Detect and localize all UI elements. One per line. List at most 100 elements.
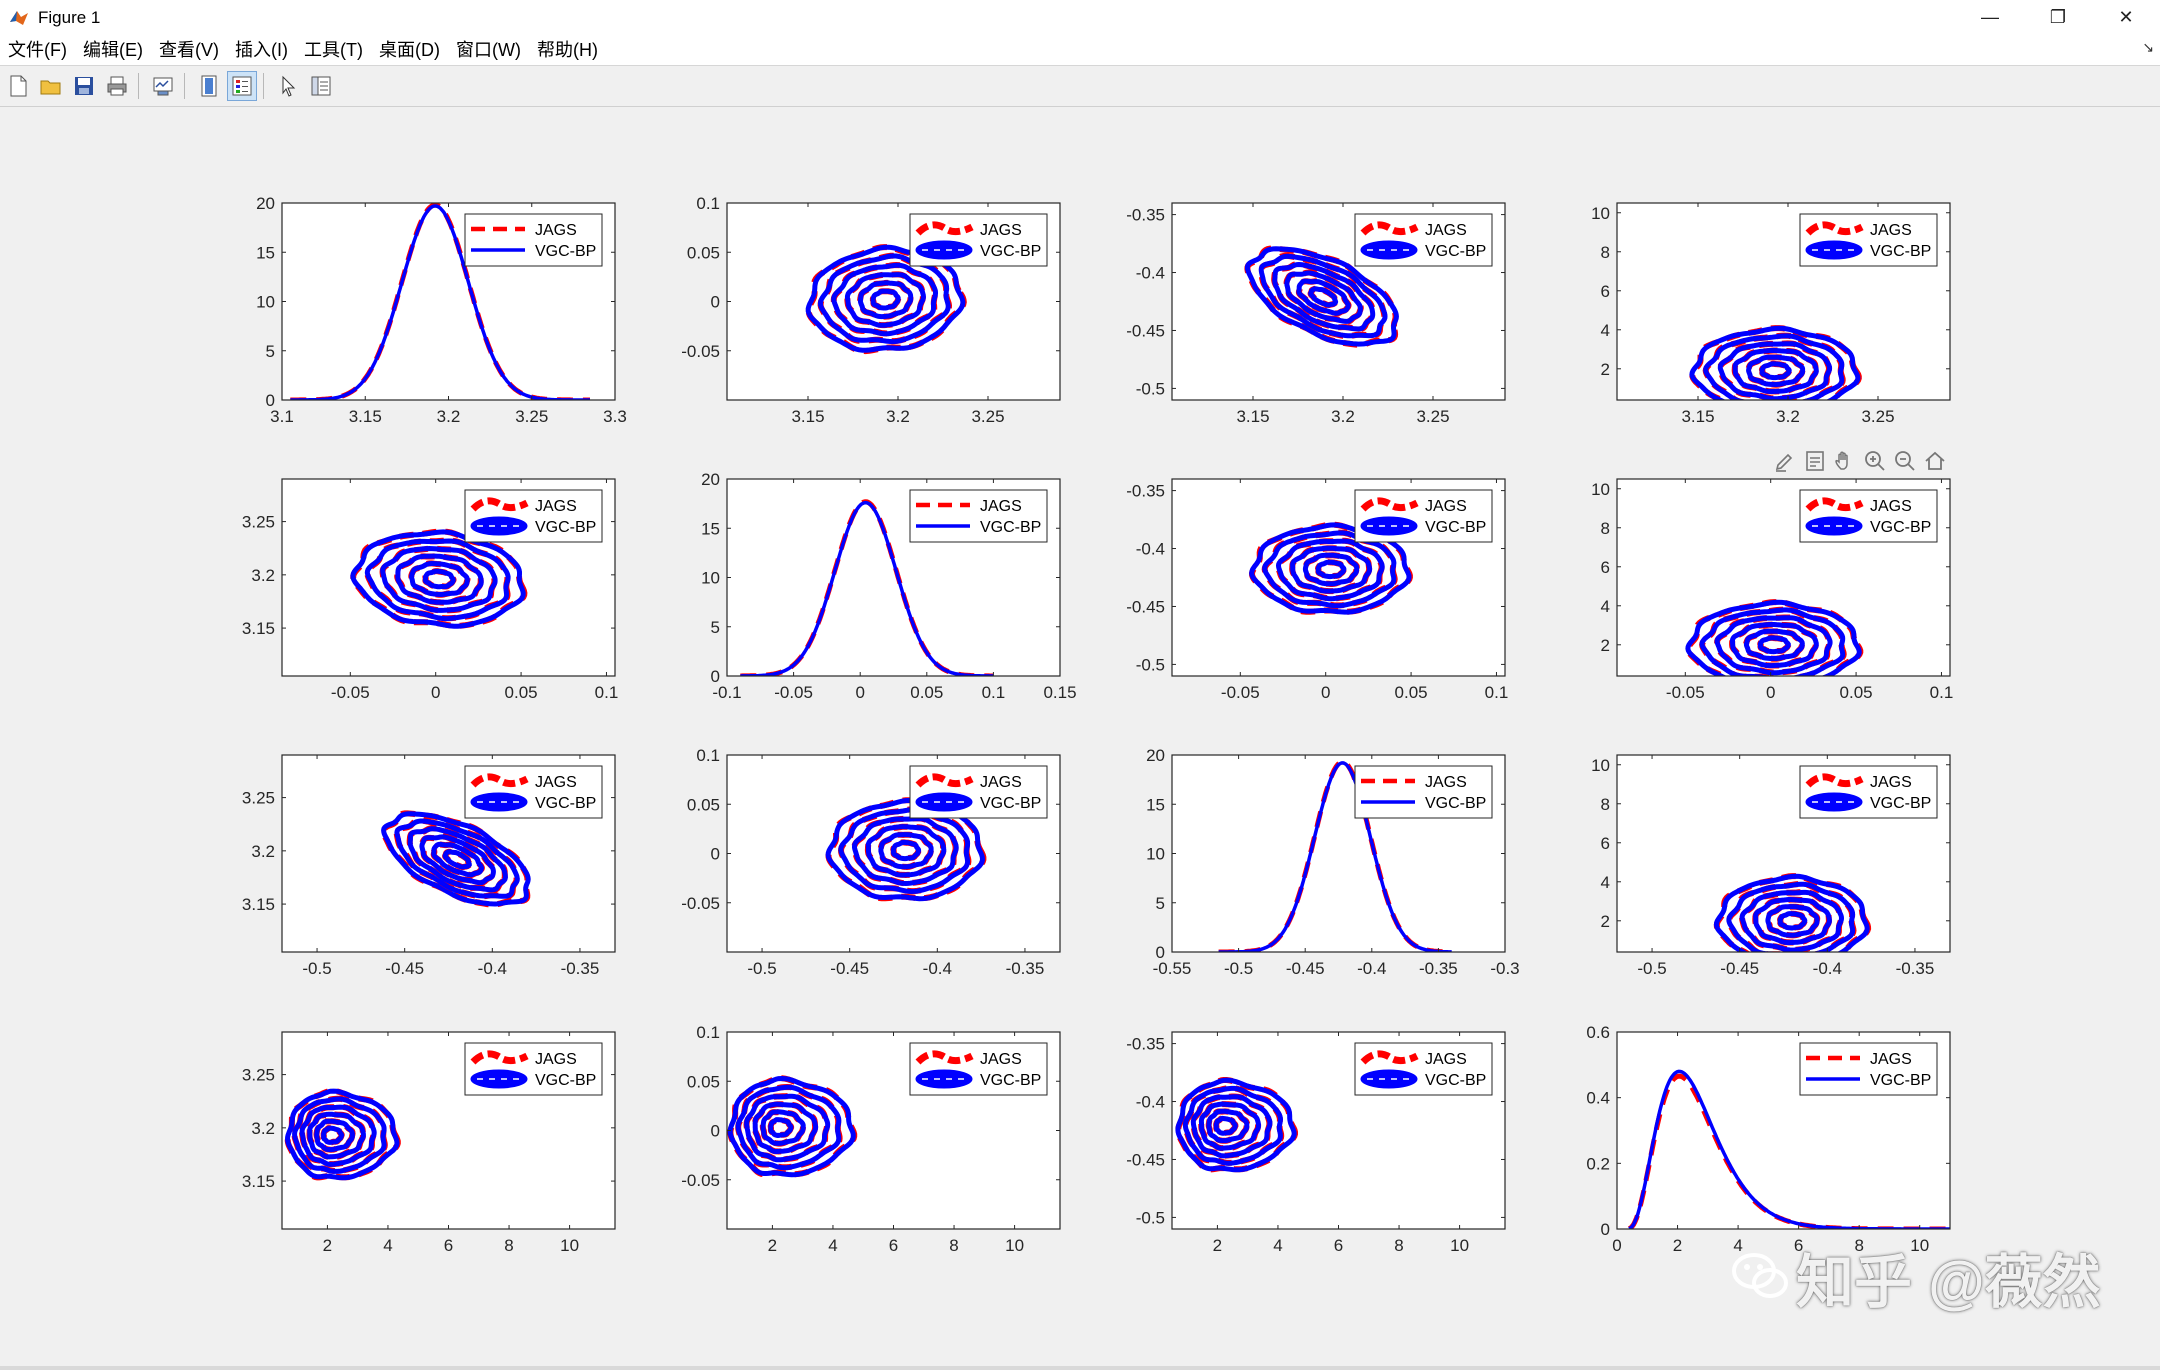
legend: JAGS VGC-BP — [909, 489, 1048, 543]
close-button[interactable]: ✕ — [2118, 7, 2134, 27]
contour-vgc-bp — [380, 545, 498, 613]
open-file-icon[interactable] — [36, 71, 66, 101]
legend-label-vgc-bp: VGC-BP — [1870, 243, 1931, 260]
y-tick-label: 2 — [1601, 636, 1610, 655]
datatip-icon[interactable] — [1802, 448, 1828, 474]
contour-vgc-bp — [1213, 1115, 1238, 1136]
menu-tools[interactable]: 工具(T) — [303, 40, 363, 60]
colorbar-icon[interactable] — [194, 71, 224, 101]
x-tick-label: 4 — [828, 1236, 837, 1255]
legend: JAGS VGC-BP — [1799, 765, 1938, 819]
plot-area — [380, 810, 531, 908]
print-icon[interactable] — [102, 71, 132, 101]
contour-vgc-bp — [878, 832, 934, 870]
legend: JAGS VGC-BP — [909, 1042, 1048, 1096]
x-tick-label: 3.2 — [886, 407, 910, 426]
x-tick-label: 4 — [1733, 1236, 1742, 1255]
menu-window[interactable]: 窗口(W) — [455, 40, 521, 60]
x-tick-label: 0 — [1612, 1236, 1621, 1255]
plot-area — [727, 1075, 858, 1178]
contour-vgc-bp — [1739, 889, 1845, 952]
legend-label-jags: JAGS — [1870, 774, 1912, 791]
menu-help[interactable]: 帮助(H) — [536, 40, 598, 60]
subplot-3-3: -0.55 -0.5 -0.45 -0.4 -0.35 -0.3 0 5 10 15 20 JAGS V… — [1146, 746, 1520, 978]
x-tick-label: -0.05 — [331, 683, 370, 702]
x-tick-label: -0.3 — [1490, 959, 1519, 978]
subplot-4-2: 2 4 6 8 10 -0.05 0 0.05 0.1 JAGS VGC-BP — [681, 1023, 1061, 1255]
x-tick-label: -0.1 — [712, 683, 741, 702]
contour-vgc-bp — [1757, 635, 1791, 655]
menu-file[interactable]: 文件(F) — [8, 40, 67, 60]
contour-vgc-bp — [1290, 545, 1373, 594]
subplot-2-3: -0.05 0 0.05 0.1 -0.35 -0.4 -0.45 -0.5 JAGS VGC-B… — [1126, 478, 1508, 702]
y-tick-label: 10 — [1146, 845, 1165, 864]
menu-insert[interactable]: 插入(I) — [234, 40, 288, 60]
contour-vgc-bp — [292, 1096, 387, 1174]
contour-vgc-bp — [1284, 270, 1363, 324]
contour-vgc-bp — [1714, 615, 1833, 676]
contour-vgc-bp — [1713, 873, 1870, 952]
x-tick-label: 0.1 — [595, 683, 619, 702]
contour-vgc-bp — [1258, 253, 1388, 339]
legend-box — [1354, 765, 1493, 819]
legend-swatch-jags — [915, 1050, 974, 1065]
subplot-4-3: 2 4 6 8 10 -0.35 -0.4 -0.45 -0.5 JAGS VGC-BP — [1126, 1031, 1506, 1255]
pointer-icon[interactable] — [273, 71, 303, 101]
new-figure-icon[interactable] — [3, 71, 33, 101]
legend-icon[interactable] — [227, 71, 257, 101]
y-tick-label: 10 — [1591, 480, 1610, 499]
legend-label-vgc-bp: VGC-BP — [1425, 1072, 1486, 1089]
contour-vgc-bp — [1206, 1108, 1250, 1144]
brush-icon[interactable] — [1772, 448, 1798, 474]
y-tick-label: -0.35 — [1126, 1035, 1165, 1054]
zoom-out-icon[interactable] — [1892, 448, 1918, 474]
legend-swatch-vgc-bp — [1360, 1069, 1418, 1089]
axes-toolbar — [1772, 448, 1948, 474]
legend: JAGS VGC-BP — [464, 1042, 603, 1096]
legend-swatch-jags — [470, 1050, 529, 1065]
menu-view[interactable]: 查看(V) — [158, 40, 219, 60]
property-inspector-icon[interactable] — [306, 71, 336, 101]
title-bar: Figure 1 — ❐ ✕ — [0, 0, 2160, 35]
x-tick-label: 0.05 — [910, 683, 943, 702]
contour-vgc-bp — [727, 1075, 856, 1178]
contour-vgc-bp — [831, 262, 938, 337]
maximize-button[interactable]: ❐ — [2049, 7, 2067, 27]
x-tick-label: 8 — [504, 1236, 513, 1255]
x-tick-label: -0.05 — [774, 683, 813, 702]
x-tick-label: 3.15 — [791, 407, 824, 426]
x-tick-label: -0.45 — [1286, 959, 1325, 978]
menu-edit[interactable]: 编辑(E) — [82, 40, 143, 60]
save-icon[interactable] — [69, 71, 99, 101]
contour-vgc-bp — [760, 1109, 806, 1146]
legend: JAGS VGC-BP — [1354, 213, 1493, 267]
legend-box — [1799, 1042, 1938, 1096]
zoom-in-icon[interactable] — [1862, 448, 1888, 474]
pan-icon[interactable] — [1832, 448, 1858, 474]
y-tick-label: 0.05 — [687, 1072, 720, 1091]
subplot-4-1: 2 4 6 8 10 3.15 3.2 3.25 JAGS VGC-BP — [242, 1031, 616, 1255]
axes-box — [1171, 478, 1506, 677]
contour-vgc-bp — [1746, 354, 1806, 387]
x-tick-label: 0 — [1321, 683, 1330, 702]
legend: JAGS VGC-BP — [464, 765, 603, 819]
link-plot-icon[interactable] — [148, 71, 178, 101]
watermark-text: 知乎 @薇然 — [1796, 1250, 2101, 1315]
contour-vgc-bp — [852, 816, 959, 887]
legend: JAGS VGC-BP — [464, 489, 603, 543]
matlab-icon — [10, 10, 28, 25]
y-tick-label: 3.15 — [242, 1172, 275, 1191]
minimize-button[interactable]: — — [1981, 7, 1999, 27]
contour-vgc-bp — [364, 538, 511, 622]
y-tick-label: 5 — [266, 342, 275, 361]
contour-vgc-bp — [752, 1101, 819, 1154]
home-icon[interactable] — [1922, 448, 1948, 474]
legend-swatch-vgc-bp — [915, 240, 973, 260]
dock-figure-icon[interactable]: ↘ — [2142, 39, 2154, 55]
x-tick-label: -0.5 — [1637, 959, 1666, 978]
menu-desktop[interactable]: 桌面(D) — [378, 40, 440, 60]
x-tick-label: 3.25 — [1416, 407, 1449, 426]
y-tick-label: -0.5 — [1136, 379, 1165, 398]
x-tick-label: -0.45 — [830, 959, 869, 978]
y-tick-label: 0.1 — [696, 746, 720, 765]
